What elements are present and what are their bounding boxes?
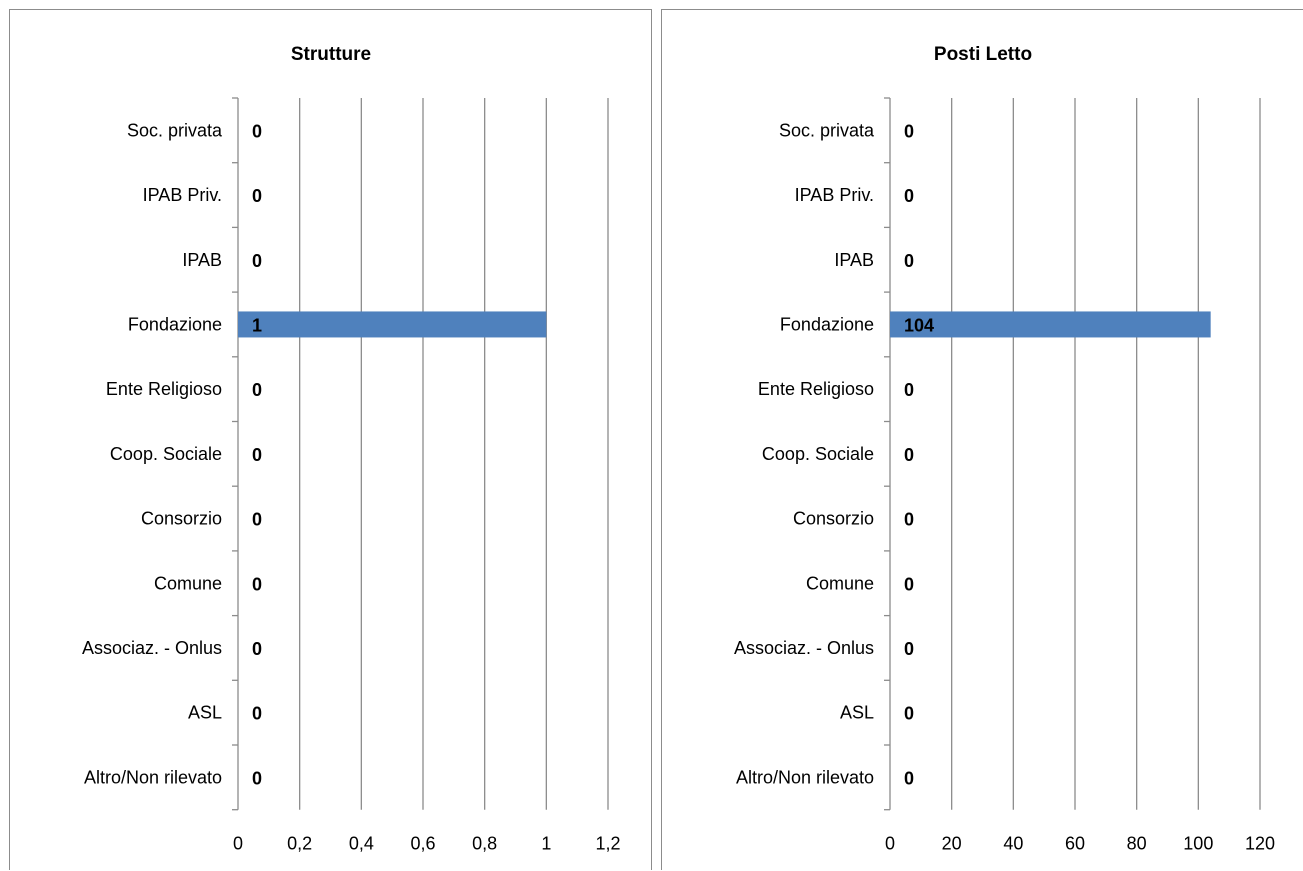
category-label: ASL	[188, 703, 222, 723]
category-label: Consorzio	[793, 509, 874, 529]
x-tick-label: 0,4	[349, 834, 374, 854]
chart-panel-posti-letto: Posti Letto Soc. privata 0 IPAB Priv. 0 IPAB 0…	[661, 9, 1303, 870]
category-label: ASL	[840, 703, 874, 723]
x-tick-label: 0	[233, 834, 243, 854]
category-label: IPAB Priv.	[795, 185, 874, 205]
category-label: Altro/Non rilevato	[84, 767, 222, 787]
x-tick-label: 0,8	[472, 834, 497, 854]
category-label: Ente Religioso	[758, 379, 874, 399]
data-label: 0	[904, 510, 914, 530]
data-label: 104	[904, 315, 934, 335]
x-tick-label: 100	[1183, 834, 1213, 854]
x-tick-label: 1,2	[595, 834, 620, 854]
data-label: 0	[252, 186, 262, 206]
category-label: IPAB Priv.	[143, 185, 222, 205]
category-label: Altro/Non rilevato	[736, 767, 874, 787]
x-tick-label: 1	[541, 834, 551, 854]
data-label: 0	[252, 574, 262, 594]
category-label: Consorzio	[141, 509, 222, 529]
data-label: 0	[252, 704, 262, 724]
data-label: 0	[252, 121, 262, 141]
data-label: 0	[904, 574, 914, 594]
data-label: 0	[904, 380, 914, 400]
x-tick-label: 20	[942, 834, 962, 854]
data-label: 0	[252, 768, 262, 788]
data-label: 0	[904, 768, 914, 788]
chart-title: Posti Letto	[934, 44, 1032, 65]
data-label: 0	[904, 704, 914, 724]
category-label: Associaz. - Onlus	[82, 638, 222, 658]
category-label: Fondazione	[780, 314, 874, 334]
data-label: 0	[904, 639, 914, 659]
data-label: 0	[904, 251, 914, 271]
x-tick-label: 0,2	[287, 834, 312, 854]
x-tick-label: 0	[885, 834, 895, 854]
bar	[890, 311, 1211, 338]
category-label: Coop. Sociale	[762, 444, 874, 464]
category-label: IPAB	[834, 250, 874, 270]
chart-title: Strutture	[291, 44, 371, 65]
data-label: 0	[904, 186, 914, 206]
data-label: 0	[252, 380, 262, 400]
category-label: Comune	[154, 573, 222, 593]
category-label: Comune	[806, 573, 874, 593]
category-label: Fondazione	[128, 314, 222, 334]
data-label: 0	[904, 445, 914, 465]
category-label: Coop. Sociale	[110, 444, 222, 464]
category-label: Soc. privata	[779, 120, 875, 140]
data-label: 0	[904, 121, 914, 141]
data-label: 0	[252, 445, 262, 465]
x-tick-label: 60	[1065, 834, 1085, 854]
data-label: 0	[252, 251, 262, 271]
data-label: 1	[252, 315, 262, 335]
chart-strutture: Strutture Soc. privata 0 IPAB Priv. 0 IPAB 0 Fo…	[82, 44, 621, 854]
x-tick-label: 40	[1003, 834, 1023, 854]
chart-panel-strutture: Strutture Soc. privata 0 IPAB Priv. 0 IPAB 0 Fo…	[9, 9, 652, 870]
x-tick-label: 80	[1127, 834, 1147, 854]
category-label: Associaz. - Onlus	[734, 638, 874, 658]
category-label: Soc. privata	[127, 120, 223, 140]
x-tick-label: 0,6	[410, 834, 435, 854]
category-label: Ente Religioso	[106, 379, 222, 399]
chart-posti-letto: Posti Letto Soc. privata 0 IPAB Priv. 0 IPAB 0…	[734, 44, 1275, 854]
bar	[238, 311, 547, 338]
category-label: IPAB	[182, 250, 222, 270]
data-label: 0	[252, 510, 262, 530]
data-label: 0	[252, 639, 262, 659]
x-tick-label: 120	[1245, 834, 1275, 854]
